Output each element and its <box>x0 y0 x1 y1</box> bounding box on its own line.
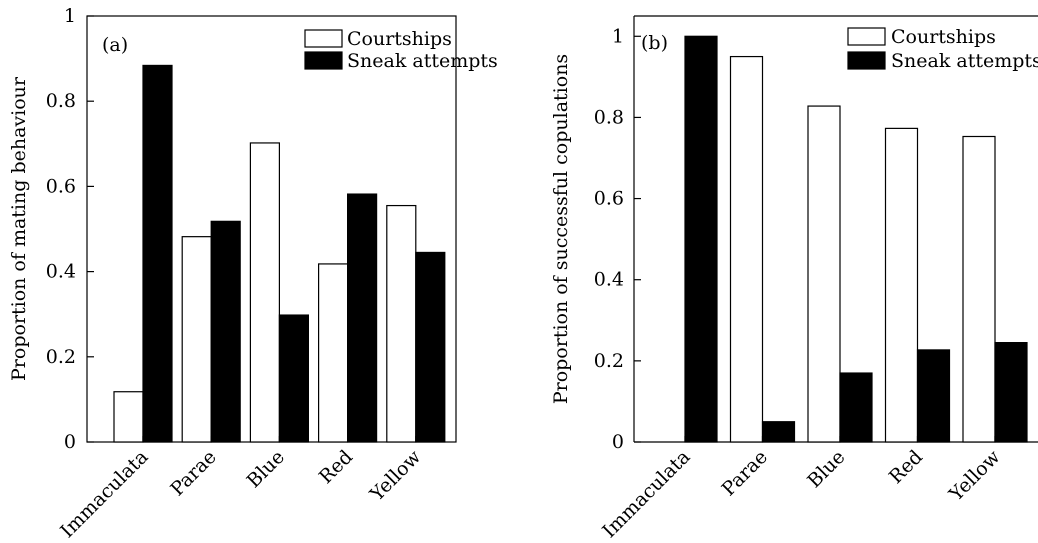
panel-b-y-tick-label: 0.4 <box>594 269 624 291</box>
panel-b-legend: Courtships Sneak attempts <box>847 26 1038 72</box>
panel-b-category-label: Immaculata <box>598 446 694 542</box>
panel-b-bar-sneak-blue <box>839 372 873 443</box>
panel-b-category-label: Parae <box>718 446 772 500</box>
panel-a-bar-sneak-red <box>347 193 378 443</box>
panel-a-bar-courtships-red <box>318 263 349 443</box>
panel-a-legend-courtships-label: Courtships <box>347 28 452 50</box>
panel-b-bar-sneak-yellow <box>994 342 1028 443</box>
panel-b-legend-courtships-label: Courtships <box>891 26 996 48</box>
panel-a-legend-sneak-label: Sneak attempts <box>347 50 498 72</box>
panel-a-y-tick-label: 0.2 <box>46 346 76 368</box>
panel-a-bar-sneak-immaculata <box>142 64 173 443</box>
panel-b-y-axis-title: Proportion of successful copulations <box>550 54 572 404</box>
panel-b-y-tick-label: 0 <box>612 431 624 453</box>
panel-b-category-label: Yellow <box>944 445 1005 506</box>
panel-a-category-label: Parae <box>166 446 220 500</box>
panel-a-bar-courtships-yellow <box>386 204 417 443</box>
panel-a-category-labels: Immaculata Parae Blue Red Yellow <box>56 436 426 542</box>
panel-a-y-tick-label: 1 <box>64 5 76 27</box>
panel-b-bar-courtships-yellow <box>962 135 996 443</box>
panel-b-legend-sneak-label: Sneak attempts <box>891 50 1038 72</box>
panel-a-y-tick-label: 0 <box>64 431 76 453</box>
panel-a-legend-courtships-swatch <box>304 29 343 48</box>
panel-a-category-label: Blue <box>243 446 289 492</box>
panel-a-y-ticks: 0 0.2 0.4 0.6 0.8 1 <box>46 5 94 453</box>
panel-b-legend-sneak-swatch <box>847 51 886 70</box>
panel-b-bar-courtships-parae <box>729 55 764 443</box>
panel-a-y-tick-label: 0.4 <box>46 261 76 283</box>
panel-a-chart: 0 0.2 0.4 0.6 0.8 1 Immaculata Parae Blue Red Yel… <box>8 5 498 542</box>
panel-a-bar-courtships-blue <box>249 142 280 443</box>
panel-b-y-tick-label: 0.6 <box>594 188 624 210</box>
panel-b-y-tick-label: 0.2 <box>594 350 624 372</box>
panel-b-chart: 0 0.2 0.4 0.6 0.8 1 Immaculata Parae Blue Red Yel… <box>550 15 1038 542</box>
panel-b-y-tick-label: 1 <box>612 25 624 47</box>
panel-a-category-label: Red <box>315 446 357 488</box>
panel-b-bar-courtships-blue <box>807 105 841 443</box>
panel-b-bars <box>684 35 1028 443</box>
panel-a-legend-sneak-swatch <box>304 51 343 70</box>
panel-a-category-label: Yellow <box>365 445 426 506</box>
panel-a-category-label: Immaculata <box>56 446 152 542</box>
panel-b-bar-sneak-red <box>916 349 951 443</box>
panel-a-bars <box>113 64 446 443</box>
panel-b-legend-courtships-swatch <box>847 27 886 46</box>
panel-b-bar-sneak-parae <box>761 421 796 443</box>
panel-b-y-tick-label: 0.8 <box>594 106 624 128</box>
panel-b-category-label: Blue <box>803 446 849 492</box>
panel-b-y-ticks: 0 0.2 0.4 0.6 0.8 1 <box>594 25 641 453</box>
panel-a-y-axis-title: Proportion of mating behaviour <box>8 76 30 381</box>
panel-a-bar-sneak-parae <box>210 220 241 443</box>
panel-a-y-tick-label: 0.8 <box>46 90 76 112</box>
panel-a-y-tick-label: 0.6 <box>46 175 76 197</box>
panel-b-category-label: Red <box>885 446 927 488</box>
panel-a-bar-sneak-yellow <box>415 251 446 443</box>
panel-b-category-labels: Immaculata Parae Blue Red Yellow <box>598 436 1005 542</box>
panel-a-label: (a) <box>102 34 128 56</box>
panel-b-bar-courtships-red <box>884 127 919 443</box>
panel-a-bar-courtships-parae <box>181 236 212 443</box>
panel-a-legend: Courtships Sneak attempts <box>304 28 498 72</box>
panel-b-label: (b) <box>641 32 668 54</box>
panel-a-bar-sneak-blue <box>278 314 309 443</box>
panel-b-bar-sneak-immaculata <box>684 35 718 443</box>
panel-a-bar-courtships-immaculata <box>113 391 144 443</box>
